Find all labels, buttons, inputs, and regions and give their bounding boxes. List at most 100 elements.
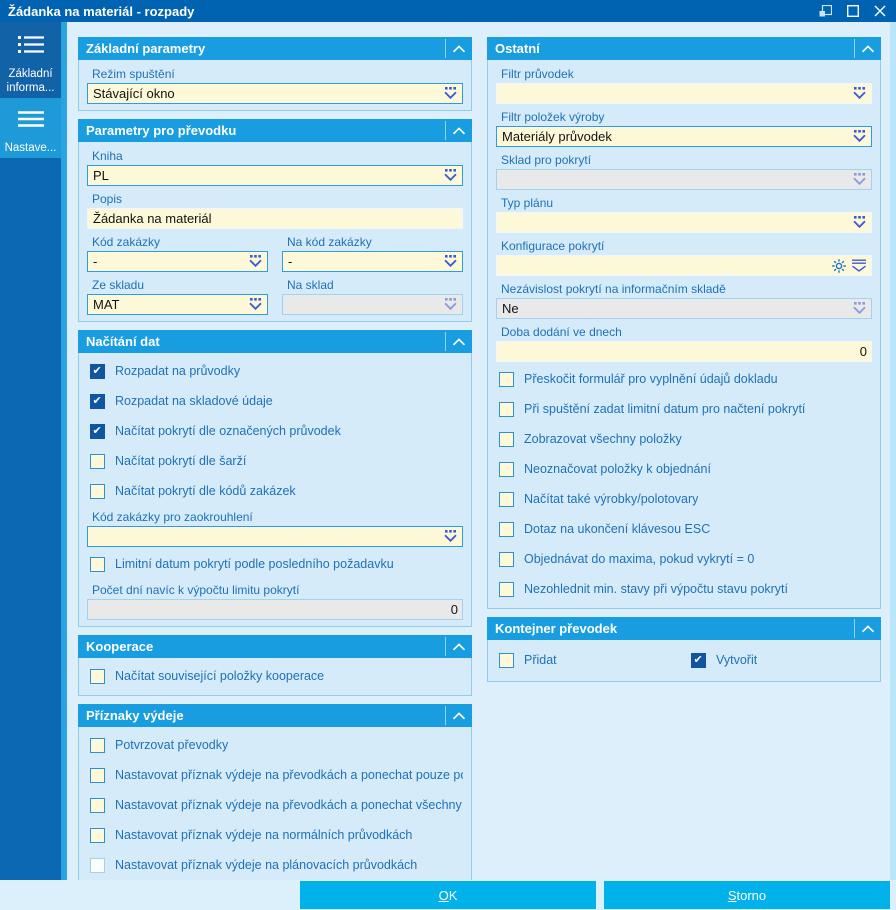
dotaz-na-ukonceni-esc-checkbox[interactable] — [499, 521, 514, 537]
rezim-spusteni-combobox[interactable]: Stávající okno — [87, 83, 463, 104]
rozpadat-na-skladove-udaje-checkbox[interactable] — [90, 393, 105, 409]
filtr-polozek-vyroby-combobox[interactable]: Materiály průvodek — [496, 126, 872, 147]
nezohlednit-min-stavy-checkbox[interactable] — [499, 581, 514, 597]
field-label: Počet dní navíc k výpočtu limitu pokrytí — [92, 583, 300, 597]
gear-icon[interactable] — [831, 258, 847, 274]
nacitat-pokryti-dle-oznacenych-pruvodek-checkbox[interactable] — [90, 423, 105, 439]
kod-zakazky-combobox[interactable]: - — [87, 251, 268, 272]
right-column: Ostatní Filtr průvodek Filtr položek výr… — [487, 37, 881, 690]
collapse-chevron-icon[interactable] — [445, 637, 472, 656]
combo-dropdown-icon — [852, 302, 867, 315]
priznak-vydeje-ponechat-pouze-polozky-checkbox[interactable] — [90, 767, 105, 783]
checkbox-row: Načítat také výrobky/polotovary — [496, 484, 872, 514]
checkbox-row: Potvrzovat převodky — [87, 730, 463, 760]
storno-button[interactable]: Storno — [604, 881, 890, 909]
checkbox-row: Při spuštění zadat limitní datum pro nač… — [496, 394, 872, 424]
zobrazovat-vsechny-polozky-checkbox[interactable] — [499, 431, 514, 447]
sidebar: Základní informa... Nastave... — [0, 22, 67, 880]
section-header: Příznaky výdeje — [78, 704, 472, 727]
vytvorit-checkbox[interactable] — [691, 652, 706, 668]
form-content: Základní parametry Režim spuštění Stávaj… — [67, 22, 890, 880]
checkbox-row: Načítat pokrytí dle šarží — [87, 446, 463, 476]
sidebar-tab-nastaveni[interactable]: Nastave... — [0, 98, 61, 158]
field-label: Režim spuštění — [92, 67, 175, 81]
priznak-vydeje-normalni-pruvodky-checkbox[interactable] — [90, 827, 105, 843]
collapse-chevron-icon[interactable] — [445, 332, 472, 351]
combo-dropdown-icon[interactable] — [852, 130, 867, 143]
pridat-checkbox[interactable] — [499, 652, 514, 668]
checkbox-row: Limitní datum pokrytí podle posledního p… — [87, 549, 463, 579]
limitni-datum-pokryti-checkbox[interactable] — [90, 556, 105, 572]
combo-dropdown-icon[interactable] — [852, 87, 867, 100]
nacitat-souvisejici-polozky-kooperace-checkbox[interactable] — [90, 668, 105, 684]
section-ostatni: Ostatní Filtr průvodek Filtr položek výr… — [487, 37, 881, 609]
pri-spusteni-zadat-limitni-datum-checkbox[interactable] — [499, 401, 514, 417]
restore-icon[interactable] — [819, 5, 832, 17]
collapse-chevron-icon[interactable] — [445, 706, 472, 725]
combo-dropdown-icon[interactable] — [852, 216, 867, 229]
title-bar: Žádanka na materiál - rozpady — [0, 0, 896, 22]
rozpadat-na-pruvodky-checkbox[interactable] — [90, 363, 105, 379]
combo-dropdown-icon[interactable] — [443, 87, 458, 100]
maximize-icon[interactable] — [847, 5, 859, 17]
field-label: Kód zakázky pro zaokrouhlení — [92, 510, 253, 524]
section-zakladni-parametry: Základní parametry Režim spuštění Stávaj… — [78, 37, 472, 111]
combo-dropdown-icon[interactable] — [443, 169, 458, 182]
ok-button[interactable]: OK — [300, 881, 596, 909]
sidebar-tab-zakladni-informace[interactable]: Základní informa... — [0, 22, 61, 98]
checkbox-row: Nezohlednit min. stavy při výpočtu stavu… — [496, 574, 872, 604]
checkbox-row: Nastavovat příznak výdeje na převodkách … — [87, 790, 463, 820]
combo-dropdown-icon[interactable] — [248, 298, 263, 311]
field-label: Kód zakázky — [92, 235, 161, 249]
checkbox-row: Nastavovat příznak výdeje na převodkách … — [87, 760, 463, 790]
section-header: Kontejner převodek — [487, 617, 881, 640]
objednavat-do-maxima-checkbox[interactable] — [499, 551, 514, 567]
preskocit-formular-checkbox[interactable] — [499, 371, 514, 387]
field-label: Doba dodání ve dnech — [501, 325, 622, 339]
checkbox-row: Přeskočit formulář pro vyplnění údajů do… — [496, 364, 872, 394]
pocet-dni-navic-input: 0 — [87, 599, 463, 620]
field-label: Na sklad — [287, 278, 334, 292]
sklad-pro-pokryti-combobox — [496, 169, 872, 190]
combo-dropdown-icon[interactable] — [443, 530, 458, 543]
section-nacitani-dat: Načítání dat Rozpadat na průvodky Rozpad… — [78, 330, 472, 627]
close-icon[interactable] — [874, 5, 886, 17]
left-column: Základní parametry Režim spuštění Stávaj… — [78, 37, 472, 880]
nacitat-pokryti-dle-sarzi-checkbox[interactable] — [90, 453, 105, 469]
field-label: Na kód zakázky — [287, 235, 372, 249]
collapse-chevron-icon[interactable] — [854, 39, 881, 58]
doba-dodani-input[interactable]: 0 — [496, 341, 872, 362]
checkbox-row: Rozpadat na průvodky — [87, 356, 463, 386]
sidebar-background — [0, 22, 61, 880]
popis-input[interactable]: Žádanka na materiál — [87, 208, 463, 229]
combo-dropdown-icon[interactable] — [443, 255, 458, 268]
nacitat-pokryti-dle-kodu-zakazek-checkbox[interactable] — [90, 483, 105, 499]
priznak-vydeje-ponechat-vsechny-polozky-checkbox[interactable] — [90, 797, 105, 813]
checkbox-row: Přidat Vytvořit — [496, 643, 872, 677]
potvrzovat-prevodky-checkbox[interactable] — [90, 737, 105, 753]
kod-zakazky-pro-zaokrouhleni-combobox[interactable] — [87, 526, 463, 547]
konfigurace-pokryti-combobox[interactable] — [496, 255, 872, 276]
section-header: Kooperace — [78, 635, 472, 658]
na-kod-zakazky-combobox[interactable]: - — [282, 251, 463, 272]
field-label: Filtr průvodek — [501, 67, 574, 81]
collapse-chevron-icon[interactable] — [445, 121, 472, 140]
collapse-chevron-icon[interactable] — [445, 39, 472, 58]
collapse-chevron-icon[interactable] — [854, 619, 881, 638]
combo-dropdown-icon[interactable] — [248, 255, 263, 268]
section-header: Parametry pro převodku — [78, 119, 472, 142]
typ-planu-combobox[interactable] — [496, 212, 872, 233]
checkbox-row: Zobrazovat všechny položky — [496, 424, 872, 454]
ze-skladu-combobox[interactable]: MAT — [87, 294, 268, 315]
filtr-pruvodek-combobox[interactable] — [496, 83, 872, 104]
checkbox-row: Objednávat do maxima, pokud vykrytí = 0 — [496, 544, 872, 574]
priznak-vydeje-planovaci-pruvodky-checkbox[interactable] — [90, 857, 105, 873]
section-parametry-pro-prevodku: Parametry pro převodku Kniha PL Popis — [78, 119, 472, 322]
neoznacovat-polozky-k-objednani-checkbox[interactable] — [499, 461, 514, 477]
menu-dropdown-icon[interactable] — [851, 259, 867, 272]
checkbox-row: Neoznačovat položky k objednání — [496, 454, 872, 484]
nacitat-take-vyrobky-polotovary-checkbox[interactable] — [499, 491, 514, 507]
kniha-combobox[interactable]: PL — [87, 165, 463, 186]
checkbox-row: Dotaz na ukončení klávesou ESC — [496, 514, 872, 544]
